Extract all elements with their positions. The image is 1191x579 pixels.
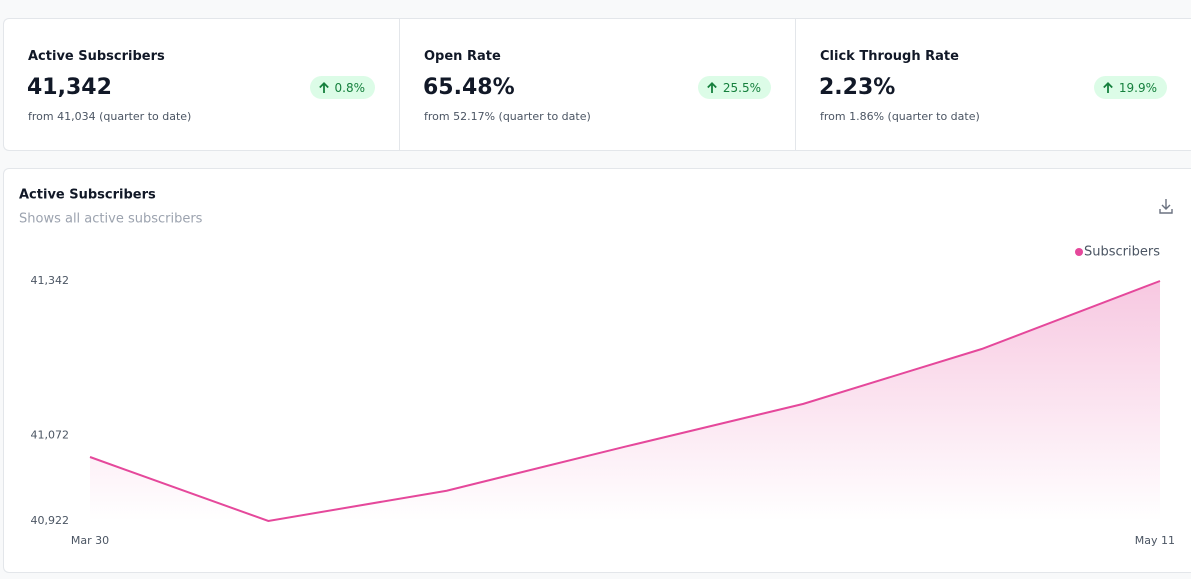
y-tick-label: 41,342 xyxy=(31,274,70,287)
x-tick-label: May 11 xyxy=(1135,534,1175,547)
stat-cards: Active Subscribers 41,342 from 41,034 (qua… xyxy=(3,18,1191,151)
legend-label: Subscribers xyxy=(1084,245,1160,260)
change-value: 19.9% xyxy=(1118,80,1157,95)
area xyxy=(90,281,1160,521)
card-title: Click Through Rate xyxy=(820,49,959,64)
up-arrow xyxy=(707,81,717,93)
card-value: 41,342 xyxy=(27,75,112,100)
stat-card: Open Rate 65.48% from 52.17% (quarter to d… xyxy=(400,19,796,150)
up-arrow xyxy=(1103,81,1113,93)
chart-title: Active Subscribers xyxy=(19,188,156,203)
x-tick-label: Mar 30 xyxy=(71,534,109,547)
change-value: 25.5% xyxy=(722,80,761,95)
download-button[interactable] xyxy=(1159,199,1173,214)
card-note: from 41,034 (quarter to date) xyxy=(28,110,192,123)
up-arrow xyxy=(318,81,329,93)
change-badge: 25.5% xyxy=(697,76,771,99)
change-badge: 0.8% xyxy=(309,76,375,99)
y-tick-label: 41,072 xyxy=(31,428,70,441)
change-value: 0.8% xyxy=(334,80,366,95)
card-value: 65.48% xyxy=(423,75,515,100)
legend-dot xyxy=(1075,248,1083,256)
card-note: from 1.86% (quarter to date) xyxy=(820,110,980,123)
stat-card: Click Through Rate 2.23% from 1.86% (quart… xyxy=(796,19,1191,150)
line xyxy=(89,280,1161,523)
card-title: Active Subscribers xyxy=(28,49,165,64)
stat-card: Active Subscribers 41,342 from 41,034 (qua… xyxy=(4,19,400,150)
card-value: 2.23% xyxy=(819,75,896,100)
card-title: Open Rate xyxy=(424,49,501,64)
y-tick-label: 40,922 xyxy=(31,514,70,527)
chart-subtitle: Shows all active subscribers xyxy=(19,212,203,227)
card-note: from 52.17% (quarter to date) xyxy=(424,110,591,123)
download-icon[interactable] xyxy=(1159,199,1173,214)
change-badge: 19.9% xyxy=(1093,76,1167,99)
